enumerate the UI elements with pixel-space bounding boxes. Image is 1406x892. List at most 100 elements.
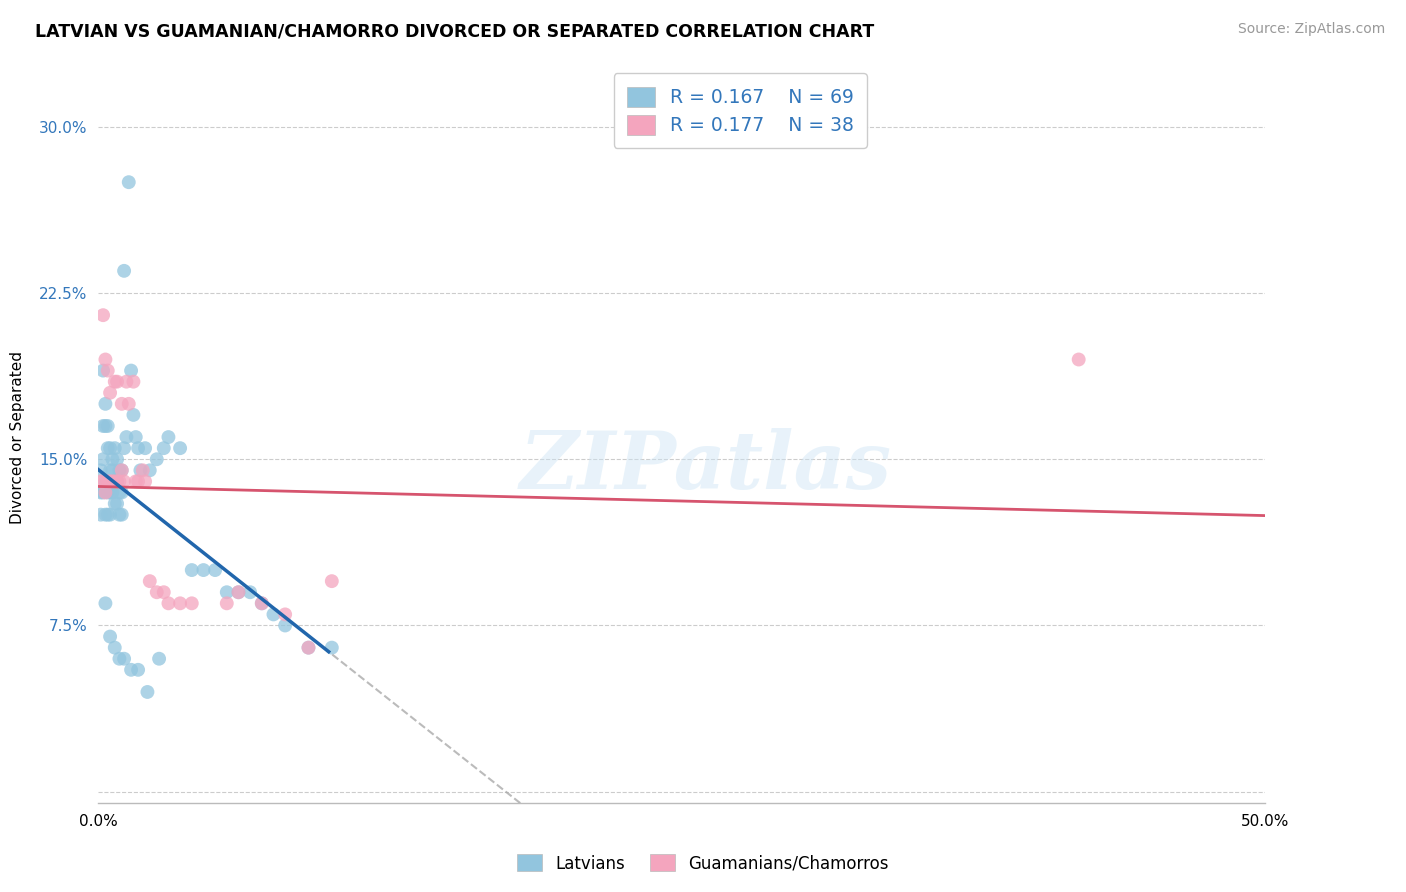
Point (98, 485, 121, 500)
Point (98, 508, 121, 522)
Point (105, 375, 128, 389)
Point (98, 630, 121, 644)
Point (120, 363, 142, 377)
Point (115, 430, 138, 444)
Point (146, 585, 169, 599)
Point (152, 441, 174, 455)
Point (127, 441, 149, 455)
Point (94, 397, 117, 411)
Point (111, 485, 134, 500)
Point (215, 585, 238, 599)
Point (132, 463, 155, 477)
Point (122, 375, 145, 389)
Point (112, 441, 135, 455)
Point (139, 574, 162, 589)
Point (97, 485, 120, 500)
Point (180, 596, 202, 610)
Point (215, 596, 238, 610)
Point (91, 308, 114, 322)
Point (169, 596, 191, 610)
Point (104, 475, 127, 489)
Point (101, 452, 124, 467)
Point (297, 640, 319, 655)
Point (112, 651, 135, 665)
Point (108, 651, 131, 665)
Point (157, 430, 180, 444)
Point (297, 640, 319, 655)
Point (108, 475, 131, 489)
Text: LATVIAN VS GUAMANIAN/CHAMORRO DIVORCED OR SEPARATED CORRELATION CHART: LATVIAN VS GUAMANIAN/CHAMORRO DIVORCED O… (35, 22, 875, 40)
Point (157, 596, 180, 610)
Point (239, 585, 262, 599)
Point (118, 397, 141, 411)
Point (262, 607, 284, 622)
Point (127, 663, 149, 677)
Point (148, 651, 170, 665)
Point (90, 485, 112, 500)
Point (91, 485, 114, 500)
Point (94, 596, 117, 610)
Point (105, 497, 128, 511)
Point (91, 363, 114, 377)
Point (105, 452, 128, 467)
Point (97, 475, 120, 489)
Point (250, 596, 273, 610)
Point (104, 497, 127, 511)
Point (134, 475, 156, 489)
Point (94, 485, 117, 500)
Text: Source: ZipAtlas.com: Source: ZipAtlas.com (1237, 22, 1385, 37)
Point (228, 585, 250, 599)
Point (112, 475, 135, 489)
Point (274, 607, 297, 622)
Point (91, 419, 114, 434)
Point (125, 475, 148, 489)
Point (91, 452, 114, 467)
Point (105, 475, 128, 489)
Point (115, 375, 138, 389)
Point (228, 585, 250, 599)
Point (90, 508, 112, 522)
Point (90, 475, 112, 489)
Point (94, 475, 117, 489)
Point (250, 596, 273, 610)
Point (1067, 352, 1090, 367)
Point (108, 463, 131, 477)
Legend: Latvians, Guamanians/Chamorros: Latvians, Guamanians/Chamorros (510, 847, 896, 880)
Point (111, 397, 134, 411)
Point (321, 640, 343, 655)
Point (120, 663, 142, 677)
Point (111, 508, 134, 522)
Point (136, 685, 159, 699)
Point (139, 463, 162, 477)
Point (125, 430, 148, 444)
Point (97, 419, 120, 434)
Point (118, 175, 141, 189)
Point (134, 441, 156, 455)
Point (129, 463, 152, 477)
Point (104, 375, 127, 389)
Point (98, 463, 121, 477)
Point (90, 463, 112, 477)
Point (98, 385, 121, 400)
Point (97, 508, 120, 522)
Point (101, 485, 124, 500)
Point (98, 441, 121, 455)
Point (94, 508, 117, 522)
Point (105, 475, 128, 489)
Point (94, 419, 117, 434)
Legend: R = 0.167    N = 69, R = 0.177    N = 38: R = 0.167 N = 69, R = 0.177 N = 38 (613, 73, 868, 148)
Point (104, 475, 127, 489)
Point (101, 475, 124, 489)
Point (274, 618, 297, 632)
Point (98, 475, 121, 489)
Point (112, 264, 135, 278)
Point (111, 463, 134, 477)
Point (91, 475, 114, 489)
Y-axis label: Divorced or Separated: Divorced or Separated (10, 351, 25, 524)
Point (169, 441, 191, 455)
Point (122, 408, 145, 422)
Point (97, 441, 120, 455)
Point (127, 475, 149, 489)
Point (101, 463, 124, 477)
Point (193, 563, 215, 577)
